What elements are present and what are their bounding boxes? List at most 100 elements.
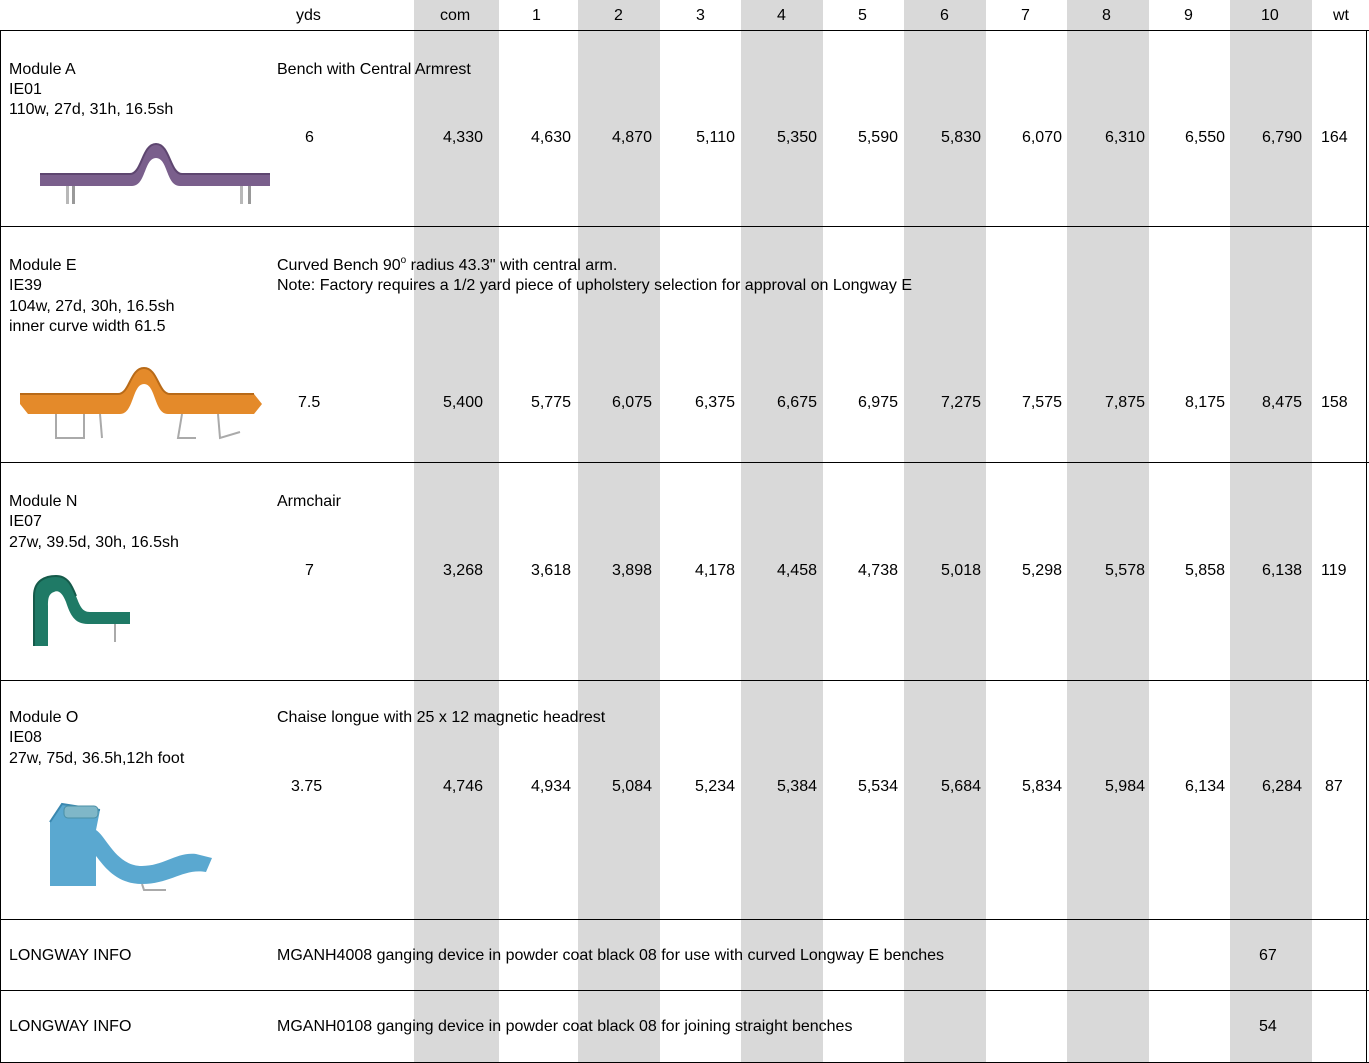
price-cell: 4,458 [776, 562, 817, 579]
price-cell: 4,870 [611, 129, 652, 146]
price-cell: 7,875 [1104, 394, 1145, 411]
price-cell: 4,178 [694, 562, 735, 579]
info-text: MGANH4008 ganging device in powder coat … [277, 947, 945, 964]
module-code: IE08 [9, 729, 42, 746]
header-10: 10 [1261, 7, 1279, 24]
purple-bench-icon [40, 142, 270, 204]
info-text: MGANH0108 ganging device in powder coat … [277, 1018, 853, 1035]
wt-value: 158 [1321, 394, 1348, 411]
wt-value: 87 [1325, 778, 1343, 795]
row-divider [0, 226, 1369, 227]
header-com: com [440, 7, 471, 24]
price-cell: 5,984 [1104, 778, 1145, 795]
price-cell: 6,138 [1261, 562, 1302, 579]
shade-col-8 [1067, 0, 1149, 1063]
module-description: Chaise longue with 25 x 12 magnetic head… [277, 709, 606, 726]
left-border [0, 30, 1, 1063]
price-cell: 5,775 [530, 394, 571, 411]
price-cell: 6,075 [611, 394, 652, 411]
price-cell: 6,310 [1104, 129, 1145, 146]
price-cell: 6,550 [1184, 129, 1225, 146]
row-divider [0, 919, 1369, 920]
price-cell: 5,298 [1021, 562, 1062, 579]
module-name: Module E [9, 257, 77, 274]
price-cell: 5,400 [442, 394, 483, 411]
info-value: 54 [1259, 1018, 1277, 1035]
header-1: 1 [532, 7, 541, 24]
module-dims: 27w, 75d, 36.5h,12h foot [9, 750, 185, 767]
price-cell: 5,234 [694, 778, 735, 795]
row-divider [0, 990, 1369, 991]
price-cell: 5,590 [857, 129, 898, 146]
header-4: 4 [777, 7, 786, 24]
row-divider [0, 462, 1369, 463]
price-cell: 4,746 [442, 778, 483, 795]
header-3: 3 [696, 7, 705, 24]
price-cell: 3,268 [442, 562, 483, 579]
header-9: 9 [1184, 7, 1193, 24]
module-name: Module O [9, 709, 79, 726]
price-cell: 5,534 [857, 778, 898, 795]
yds-value: 3.75 [291, 778, 323, 795]
price-cell: 5,684 [940, 778, 981, 795]
price-cell: 5,110 [696, 129, 735, 146]
shade-col-com [414, 0, 499, 1063]
price-cell: 5,834 [1021, 778, 1062, 795]
header-7: 7 [1021, 7, 1030, 24]
price-cell: 3,898 [611, 562, 652, 579]
header-8: 8 [1102, 7, 1111, 24]
module-code: IE39 [9, 277, 42, 294]
module-code: IE07 [9, 513, 42, 530]
yds-value: 7.5 [298, 394, 321, 411]
price-cell: 6,790 [1261, 129, 1302, 146]
header-2: 2 [614, 7, 623, 24]
price-cell: 3,618 [530, 562, 571, 579]
price-cell: 7,275 [940, 394, 981, 411]
info-label: LONGWAY INFO [9, 947, 132, 964]
price-cell: 5,578 [1104, 562, 1145, 579]
price-cell: 5,084 [611, 778, 652, 795]
yds-value: 6 [305, 129, 314, 146]
header-5: 5 [858, 7, 867, 24]
price-cell: 4,630 [530, 129, 571, 146]
module-name: Module A [9, 61, 76, 78]
blue-chaise-icon [49, 802, 212, 891]
header-6: 6 [940, 7, 949, 24]
module-note: Note: Factory requires a 1/2 yard piece … [277, 277, 913, 294]
description-text-cont: radius 43.3" with central arm. [406, 257, 618, 274]
module-description: Armchair [277, 493, 342, 510]
price-cell: 8,475 [1261, 394, 1302, 411]
right-border [1366, 30, 1367, 1063]
wt-value: 164 [1321, 129, 1348, 146]
price-cell: 4,934 [530, 778, 571, 795]
price-cell: 7,575 [1021, 394, 1062, 411]
yds-value: 7 [305, 562, 314, 579]
module-dims: 104w, 27d, 30h, 16.5sh [9, 298, 175, 315]
price-cell: 5,384 [776, 778, 817, 795]
price-cell: 6,675 [776, 394, 817, 411]
module-name: Module N [9, 493, 78, 510]
price-cell: 5,858 [1184, 562, 1225, 579]
header-wt: wt [1333, 7, 1349, 24]
price-cell: 5,350 [776, 129, 817, 146]
wt-value: 119 [1321, 562, 1347, 579]
shade-col-2 [578, 0, 660, 1063]
info-label: LONGWAY INFO [9, 1018, 132, 1035]
module-dims: 27w, 39.5d, 30h, 16.5sh [9, 534, 179, 551]
header-yds: yds [296, 7, 321, 24]
price-cell: 6,070 [1021, 129, 1062, 146]
row-divider [0, 30, 1369, 31]
shade-col-6 [904, 0, 986, 1063]
degree-superscript: o [400, 255, 407, 266]
shade-col-10 [1230, 0, 1312, 1063]
orange-curved-bench-icon [20, 366, 262, 440]
price-cell: 6,975 [857, 394, 898, 411]
price-cell: 6,375 [694, 394, 735, 411]
module-code: IE01 [9, 81, 42, 98]
price-cell: 5,018 [940, 562, 981, 579]
price-cell: 4,738 [857, 562, 898, 579]
module-description: Bench with Central Armrest [277, 61, 471, 78]
green-armchair-icon [33, 574, 130, 646]
price-cell: 5,830 [940, 129, 981, 146]
